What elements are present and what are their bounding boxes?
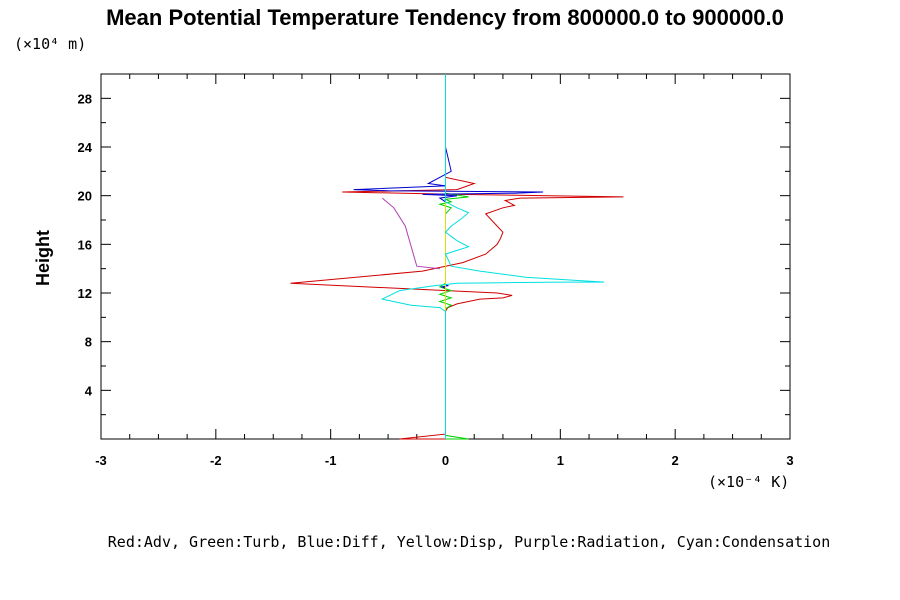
y-tick-label: 8 — [85, 335, 92, 350]
y-tick-label: 24 — [78, 140, 93, 155]
x-tick-label: -2 — [210, 453, 222, 468]
y-unit-label: (×10⁴ m) — [14, 35, 86, 53]
series-lines — [290, 74, 624, 440]
x-tick-label: 1 — [557, 453, 564, 468]
series-adv-line — [290, 74, 624, 440]
x-tick-label: 0 — [442, 453, 449, 468]
series-turb-line — [437, 74, 469, 440]
y-tick-label: 12 — [78, 286, 92, 301]
x-unit-label: (×10⁻⁴ K) — [708, 473, 789, 491]
y-tick-label: 16 — [78, 237, 92, 252]
y-axis-label: Height — [33, 230, 53, 286]
y-tick-label: 28 — [78, 91, 92, 106]
series-condensation-line — [380, 74, 605, 439]
x-tick-label: -1 — [325, 453, 337, 468]
y-tick-label: 20 — [78, 189, 92, 204]
x-tick-label: -3 — [95, 453, 107, 468]
legend-text: Red:Adv, Green:Turb, Blue:Diff, Yellow:D… — [108, 533, 830, 551]
axis-ticks — [100, 73, 791, 439]
chart-title: Mean Potential Temperature Tendency from… — [106, 5, 784, 30]
series-diff-line — [353, 74, 544, 439]
x-tick-label: 3 — [786, 453, 793, 468]
x-tick-label: 2 — [672, 453, 679, 468]
series-radiation-line — [381, 197, 440, 270]
y-tick-label: 4 — [85, 383, 93, 398]
